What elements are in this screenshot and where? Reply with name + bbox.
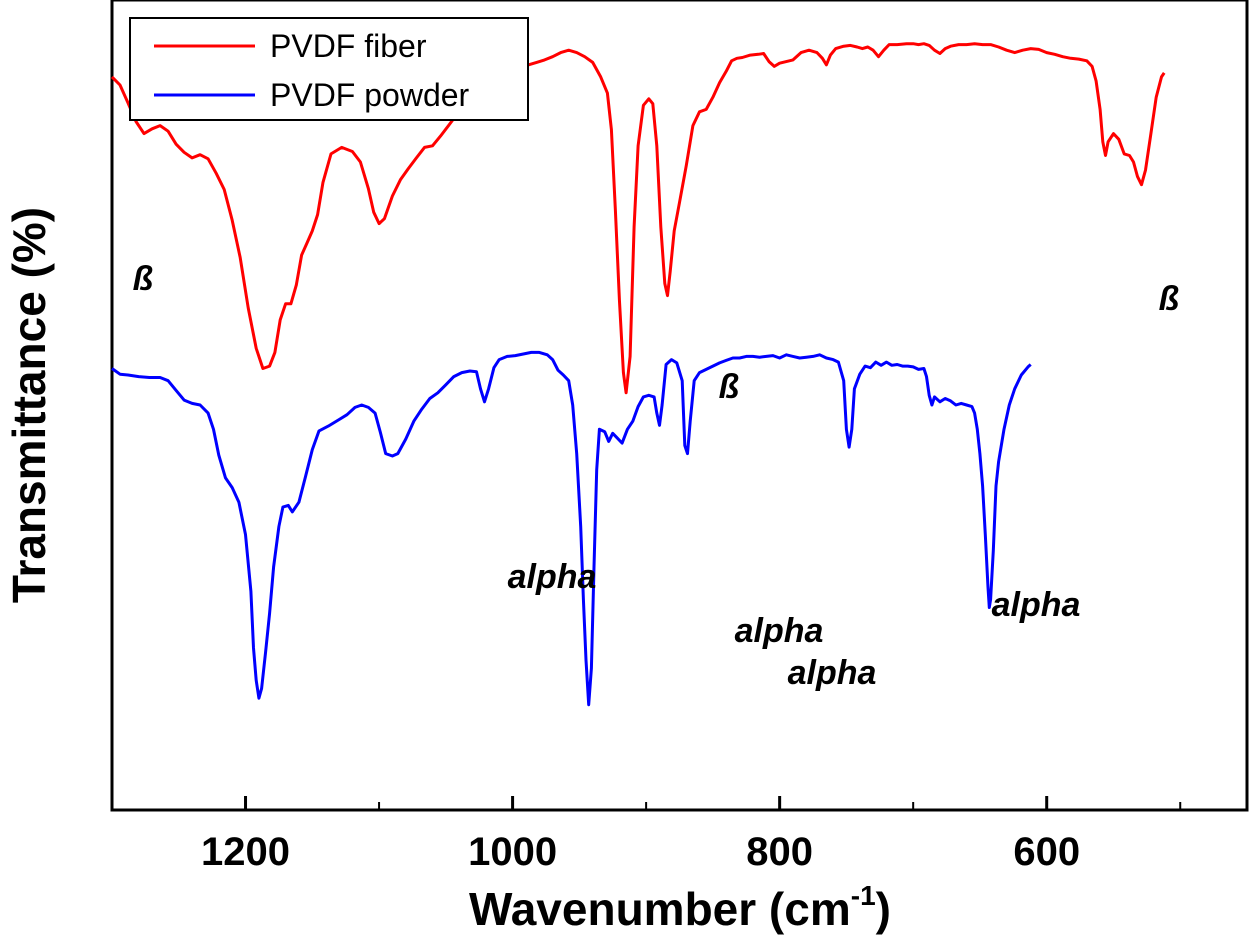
- x-tick-label: 800: [746, 830, 813, 874]
- x-tick-label: 1000: [468, 830, 557, 874]
- annotation-alpha-975: alpha: [508, 558, 597, 596]
- annotation-alpha-795: alpha: [735, 612, 824, 650]
- legend-label-powder: PVDF powder: [270, 77, 470, 113]
- annotation-beta-510: ß: [1159, 280, 1180, 318]
- tick-layer: 1200 1000 800 600: [111, 796, 1182, 874]
- y-axis-title: Transmittance (%): [3, 207, 55, 603]
- x-tick-label: 600: [1013, 830, 1080, 874]
- series-layer: [110, 42, 1166, 707]
- x-axis-title: Wavenumber (cm-1): [469, 880, 891, 935]
- plot-frame: [110, 0, 1249, 812]
- annotation-beta-1275: ß: [133, 260, 154, 298]
- annotation-layer: ß ß ß alpha alpha alpha alpha: [133, 260, 1180, 692]
- legend-box: [129, 17, 529, 121]
- series-line-pvdf-powder: [111, 350, 1032, 707]
- annotation-alpha-765: alpha: [788, 654, 877, 692]
- annotation-alpha-615: alpha: [992, 586, 1081, 624]
- legend-label-fiber: PVDF fiber: [270, 28, 427, 64]
- series-line-pvdf-fiber: [110, 42, 1166, 395]
- x-tick-label: 1200: [201, 830, 290, 874]
- legend: PVDF fiber PVDF powder: [129, 17, 529, 121]
- annotation-beta-840: ß: [719, 368, 740, 406]
